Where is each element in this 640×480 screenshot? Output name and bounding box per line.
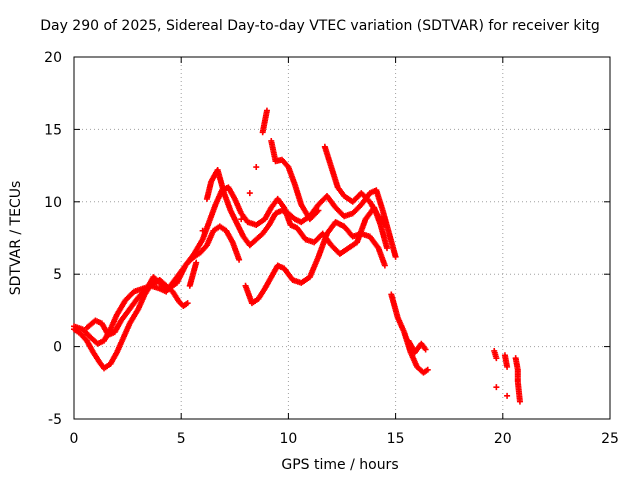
chart-title: Day 290 of 2025, Sidereal Day-to-day VTE… [40, 18, 600, 34]
data-point-marker [246, 190, 253, 197]
plot-grid [74, 57, 610, 419]
data-point-marker [493, 384, 500, 391]
data-point-marker [516, 398, 523, 405]
data-point-marker [199, 227, 206, 234]
series-track-c [83, 184, 391, 339]
y-tick-label: 0 [53, 340, 62, 356]
axis-ticks: 0 5 10 15 20 25 -5 0 5 10 15 20 [44, 50, 619, 447]
data-point-marker [253, 164, 260, 171]
data-point-marker [504, 392, 511, 399]
series-track-f [405, 337, 523, 405]
x-axis-label: GPS time / hours [281, 457, 399, 473]
data-point-marker [493, 355, 500, 362]
y-tick-label: 20 [44, 50, 62, 66]
x-tick-label: 15 [387, 431, 405, 447]
data-point-marker [504, 363, 511, 370]
y-axis-label: SDTVAR / TECUs [8, 180, 24, 296]
y-tick-label: 15 [44, 122, 62, 138]
data-point-marker [381, 262, 388, 269]
y-tick-label: 5 [53, 267, 62, 283]
data-point-marker [381, 221, 388, 228]
series-track-e [238, 107, 388, 228]
plot-frame [73, 56, 611, 420]
data-point-marker [263, 107, 270, 114]
data-point-marker [422, 346, 429, 353]
data-point-marker [424, 366, 431, 373]
x-tick-label: 0 [70, 431, 79, 447]
data-point-marker [184, 300, 191, 307]
x-tick-label: 5 [177, 431, 186, 447]
series-track-d [186, 166, 399, 289]
y-tick-label: -5 [48, 412, 62, 428]
y-tick-label: 10 [44, 195, 62, 211]
data-point-marker [315, 207, 322, 214]
data-point-marker [384, 245, 391, 252]
x-tick-label: 10 [279, 431, 297, 447]
data-point-marker [238, 216, 245, 223]
data-point-marker [236, 256, 243, 263]
data-point-marker [392, 253, 399, 260]
series-track-a [71, 276, 191, 372]
x-tick-label: 20 [494, 431, 512, 447]
x-tick-label: 25 [601, 431, 619, 447]
data-point-marker [193, 259, 200, 266]
data-series [71, 107, 523, 405]
